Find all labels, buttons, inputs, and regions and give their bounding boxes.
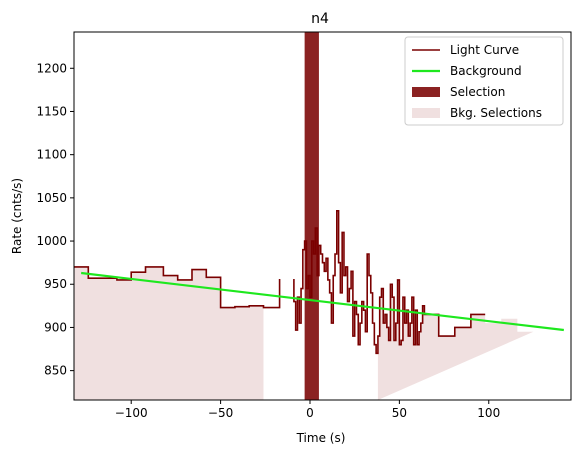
bkg-selection-area-0 — [74, 266, 264, 400]
y-tick-label: 900 — [44, 320, 67, 334]
x-axis-ticks: −100 −50 0 50 100 — [115, 400, 500, 420]
legend-entry-label: Light Curve — [450, 43, 519, 57]
y-tick-label: 1150 — [36, 104, 67, 118]
bkg-selection-area-1 — [377, 279, 534, 400]
legend-entry-label: Background — [450, 64, 522, 78]
selection-region — [304, 32, 319, 400]
background-series — [81, 271, 564, 332]
chart-title: n4 — [311, 11, 329, 27]
y-axis-ticks: 850 900 950 1000 1050 1100 1150 1200 — [36, 61, 74, 378]
y-tick-label: 850 — [44, 364, 67, 378]
y-tick-label: 950 — [44, 277, 67, 291]
legend-box — [404, 36, 564, 126]
legend-swatch-patch — [412, 108, 440, 118]
light-curve-segment-1 — [293, 210, 486, 355]
background-line — [81, 271, 564, 332]
y-tick-label: 1100 — [36, 148, 67, 162]
x-tick-label: 50 — [392, 406, 407, 420]
selection-band — [304, 32, 319, 400]
y-tick-label: 1000 — [36, 234, 67, 248]
x-axis-label: Time (s) — [296, 431, 346, 445]
x-tick-label: −100 — [115, 406, 148, 420]
x-tick-label: 100 — [477, 406, 500, 420]
bkg-selection-regions — [74, 266, 534, 400]
x-tick-label: 0 — [306, 406, 314, 420]
y-tick-label: 1200 — [36, 61, 67, 75]
plot-frame — [73, 31, 572, 401]
light-curve-segment-0 — [74, 266, 281, 309]
light-curve-series — [74, 210, 486, 355]
legend: Light Curve Background Selection Bkg. Selec… — [404, 36, 564, 126]
y-tick-label: 1050 — [36, 191, 67, 205]
y-axis-label: Rate (cnts/s) — [10, 178, 24, 254]
legend-entry-label: Selection — [450, 85, 505, 99]
legend-entry-label: Bkg. Selections — [450, 106, 542, 120]
legend-swatch-patch — [412, 87, 440, 97]
x-tick-label: −50 — [208, 406, 233, 420]
